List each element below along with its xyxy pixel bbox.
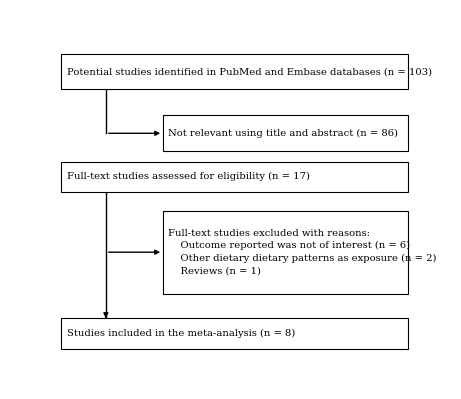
- FancyBboxPatch shape: [61, 318, 408, 349]
- Text: Potential studies identified in PubMed and Embase databases (n = 103): Potential studies identified in PubMed a…: [66, 67, 431, 76]
- FancyBboxPatch shape: [61, 54, 408, 89]
- Text: Not relevant using title and abstract (n = 86): Not relevant using title and abstract (n…: [168, 129, 398, 138]
- Text: Full-text studies excluded with reasons:
    Outcome reported was not of interes: Full-text studies excluded with reasons:…: [168, 229, 437, 276]
- Text: Full-text studies assessed for eligibility (n = 17): Full-text studies assessed for eligibili…: [66, 172, 309, 182]
- FancyBboxPatch shape: [163, 211, 408, 294]
- FancyBboxPatch shape: [163, 115, 408, 151]
- Text: Studies included in the meta-analysis (n = 8): Studies included in the meta-analysis (n…: [66, 329, 295, 338]
- FancyBboxPatch shape: [61, 162, 408, 192]
